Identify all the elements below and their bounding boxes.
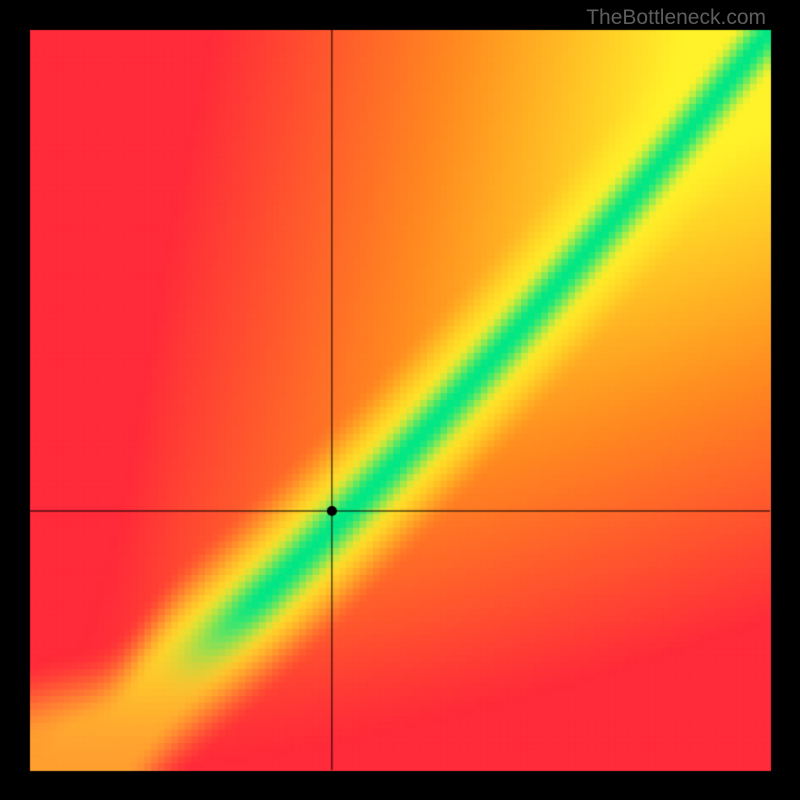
watermark-text: TheBottleneck.com [586,6,766,30]
chart-container: TheBottleneck.com [0,0,800,800]
heatmap-canvas [0,0,800,800]
